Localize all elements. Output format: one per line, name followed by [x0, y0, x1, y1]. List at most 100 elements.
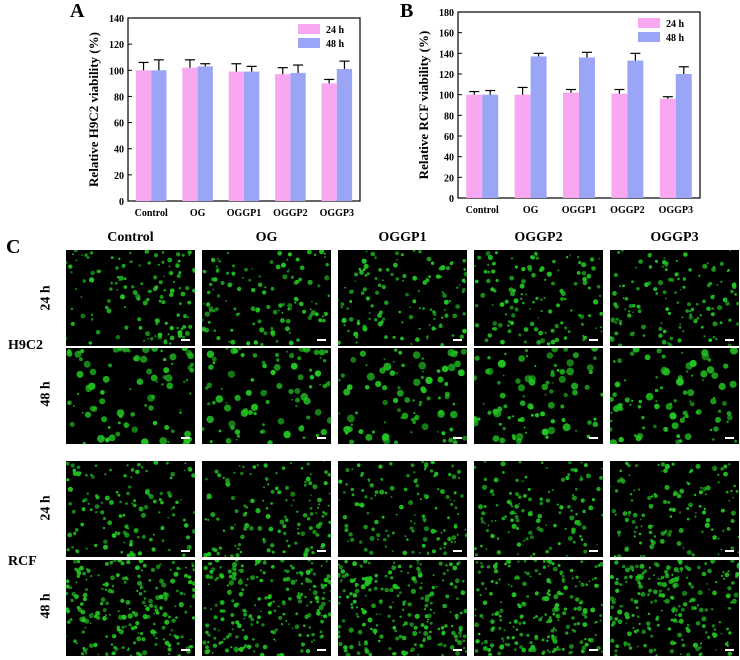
- micrograph-rcf-48h-oggp2: [474, 560, 603, 656]
- panel-b-letter: B: [400, 0, 414, 22]
- chart-b-legend-label-0: 24 h: [666, 19, 685, 30]
- micrograph-rcf-24h-oggp2: [474, 461, 603, 557]
- chart-a-ytick-label: 40: [114, 145, 124, 156]
- micrograph-h9c2-24h-oggp2: [474, 250, 603, 346]
- panel-c-letter: C: [6, 236, 21, 258]
- chart-b-bar-oggp2-48h: [627, 60, 644, 198]
- scale-bar: [181, 550, 190, 552]
- chart-b-ytick-label: 120: [439, 70, 454, 81]
- chart-b-bar-control-48h: [482, 94, 499, 198]
- micrograph-rcf-24h-control: [66, 461, 195, 557]
- scale-bar: [589, 550, 598, 552]
- chart-b-ytick-label: 20: [444, 173, 454, 184]
- chart-b-bar-oggp1-24h: [563, 92, 579, 198]
- scale-bar: [453, 437, 462, 439]
- chart-a-ytick-label: 20: [114, 171, 124, 182]
- micrograph-rcf-48h-oggp3: [610, 560, 739, 656]
- chart-a-bar-oggp2-24h: [275, 74, 291, 201]
- row-label-rcf-24h: 24 h: [38, 495, 54, 521]
- chart-a-bar-oggp3-24h: [321, 83, 337, 201]
- panel-a-letter: A: [70, 0, 85, 22]
- scale-bar: [725, 649, 734, 651]
- column-header-oggp1: OGGP1: [378, 230, 427, 245]
- chart-b-bar-control-24h: [466, 94, 483, 198]
- chart-b-xtick-label: OG: [523, 205, 539, 216]
- scale-bar: [453, 339, 462, 341]
- micrograph-h9c2-48h-oggp1: [338, 348, 467, 444]
- chart-b-ytick-label: 40: [444, 153, 454, 164]
- chart-a-xtick-label: Control: [135, 208, 168, 219]
- micrograph-rcf-24h-oggp3: [610, 461, 739, 557]
- chart-a-xtick-label: OGGP3: [320, 208, 354, 219]
- row-label-rcf-48h: 48 h: [38, 593, 54, 619]
- chart-a-xtick-label: OGGP2: [273, 208, 307, 219]
- chart-a-h9c2-viability: 0 20 40 60 80 100 120 140 Relative H9C2 viabilit…: [86, 14, 361, 219]
- chart-a-bar-control-48h: [151, 70, 167, 202]
- chart-a-bar-oggp2-48h: [290, 72, 306, 202]
- chart-b-ytick-label: 0: [449, 194, 454, 205]
- chart-b-bar-oggp3-48h: [675, 74, 692, 198]
- scale-bar: [453, 649, 462, 651]
- micrograph-h9c2-48h-og: [202, 348, 331, 444]
- scale-bar: [317, 550, 326, 552]
- chart-a-ytick-label: 60: [114, 119, 124, 130]
- scale-bar: [181, 437, 190, 439]
- chart-a-bar-og-24h: [182, 67, 198, 201]
- scale-bar: [589, 437, 598, 439]
- chart-a-ytick-label: 0: [119, 197, 124, 208]
- chart-b-ylabel: Relative RCF viability (%): [416, 31, 431, 180]
- chart-b-bar-oggp3-24h: [659, 98, 676, 198]
- group-label-h9c2: H9C2: [8, 338, 43, 353]
- chart-b-legend-swatch-0: [638, 18, 660, 28]
- chart-b-xtick-label: Control: [466, 205, 499, 216]
- chart-b-ytick-label: 80: [444, 111, 454, 122]
- micrograph-rcf-48h-oggp1: [338, 560, 467, 656]
- chart-b-xtick-label: OGGP1: [562, 205, 596, 216]
- chart-b-xtick-label: OGGP3: [659, 205, 693, 216]
- chart-a-ytick-label: 100: [109, 66, 124, 77]
- micrograph-h9c2-24h-control: [66, 250, 195, 346]
- micrograph-h9c2-48h-oggp2: [474, 348, 603, 444]
- row-label-h9c2-24h: 24 h: [38, 285, 54, 311]
- micrograph-rcf-24h-oggp1: [338, 461, 467, 557]
- chart-b-legend-label-1: 48 h: [666, 33, 685, 44]
- micrograph-rcf-24h-og: [202, 461, 331, 557]
- chart-a-legend-swatch-0: [298, 24, 320, 34]
- chart-b-bar-oggp2-24h: [611, 93, 628, 198]
- scale-bar: [181, 339, 190, 341]
- chart-b-ytick-label: 100: [439, 91, 454, 102]
- micrograph-h9c2-48h-control: [66, 348, 195, 444]
- chart-a-bar-og-48h: [197, 66, 213, 201]
- chart-a-bar-oggp3-48h: [336, 68, 353, 201]
- chart-b-bar-og-24h: [514, 94, 531, 198]
- chart-b-bar-oggp1-48h: [579, 57, 595, 198]
- chart-b-ytick-label: 140: [439, 49, 454, 60]
- chart-a-bar-control-24h: [135, 70, 152, 202]
- scale-bar: [589, 649, 598, 651]
- column-header-oggp2: OGGP2: [514, 230, 563, 245]
- chart-a-legend-label-0: 24 h: [326, 25, 345, 36]
- micrograph-h9c2-24h-og: [202, 250, 331, 346]
- chart-b-legend-swatch-1: [638, 32, 660, 42]
- scale-bar: [725, 550, 734, 552]
- scale-bar: [317, 437, 326, 439]
- micrograph-h9c2-24h-oggp3: [610, 250, 739, 346]
- chart-a-ytick-label: 140: [109, 14, 124, 25]
- row-label-h9c2-48h: 48 h: [38, 381, 54, 407]
- column-header-og: OG: [255, 230, 278, 245]
- micrograph-h9c2-24h-oggp1: [338, 250, 467, 346]
- scale-bar: [589, 339, 598, 341]
- chart-b-xtick-label: OGGP2: [610, 205, 644, 216]
- chart-a-xtick-label: OG: [190, 208, 206, 219]
- chart-b-ytick-label: 60: [444, 132, 454, 143]
- scale-bar: [317, 649, 326, 651]
- chart-a-ytick-label: 120: [109, 40, 124, 51]
- group-label-rcf: RCF: [8, 554, 37, 569]
- chart-b-rcf-viability: 0 20 40 60 80 100 120 140 160 180 Relative RCF via…: [416, 8, 701, 216]
- chart-b-ytick-label: 180: [439, 8, 454, 19]
- chart-b-ytick-label: 160: [439, 29, 454, 40]
- chart-a-bar-oggp1-48h: [244, 71, 260, 201]
- scale-bar: [181, 649, 190, 651]
- chart-a-legend-swatch-1: [298, 38, 320, 48]
- chart-b-bar-og-48h: [530, 56, 547, 198]
